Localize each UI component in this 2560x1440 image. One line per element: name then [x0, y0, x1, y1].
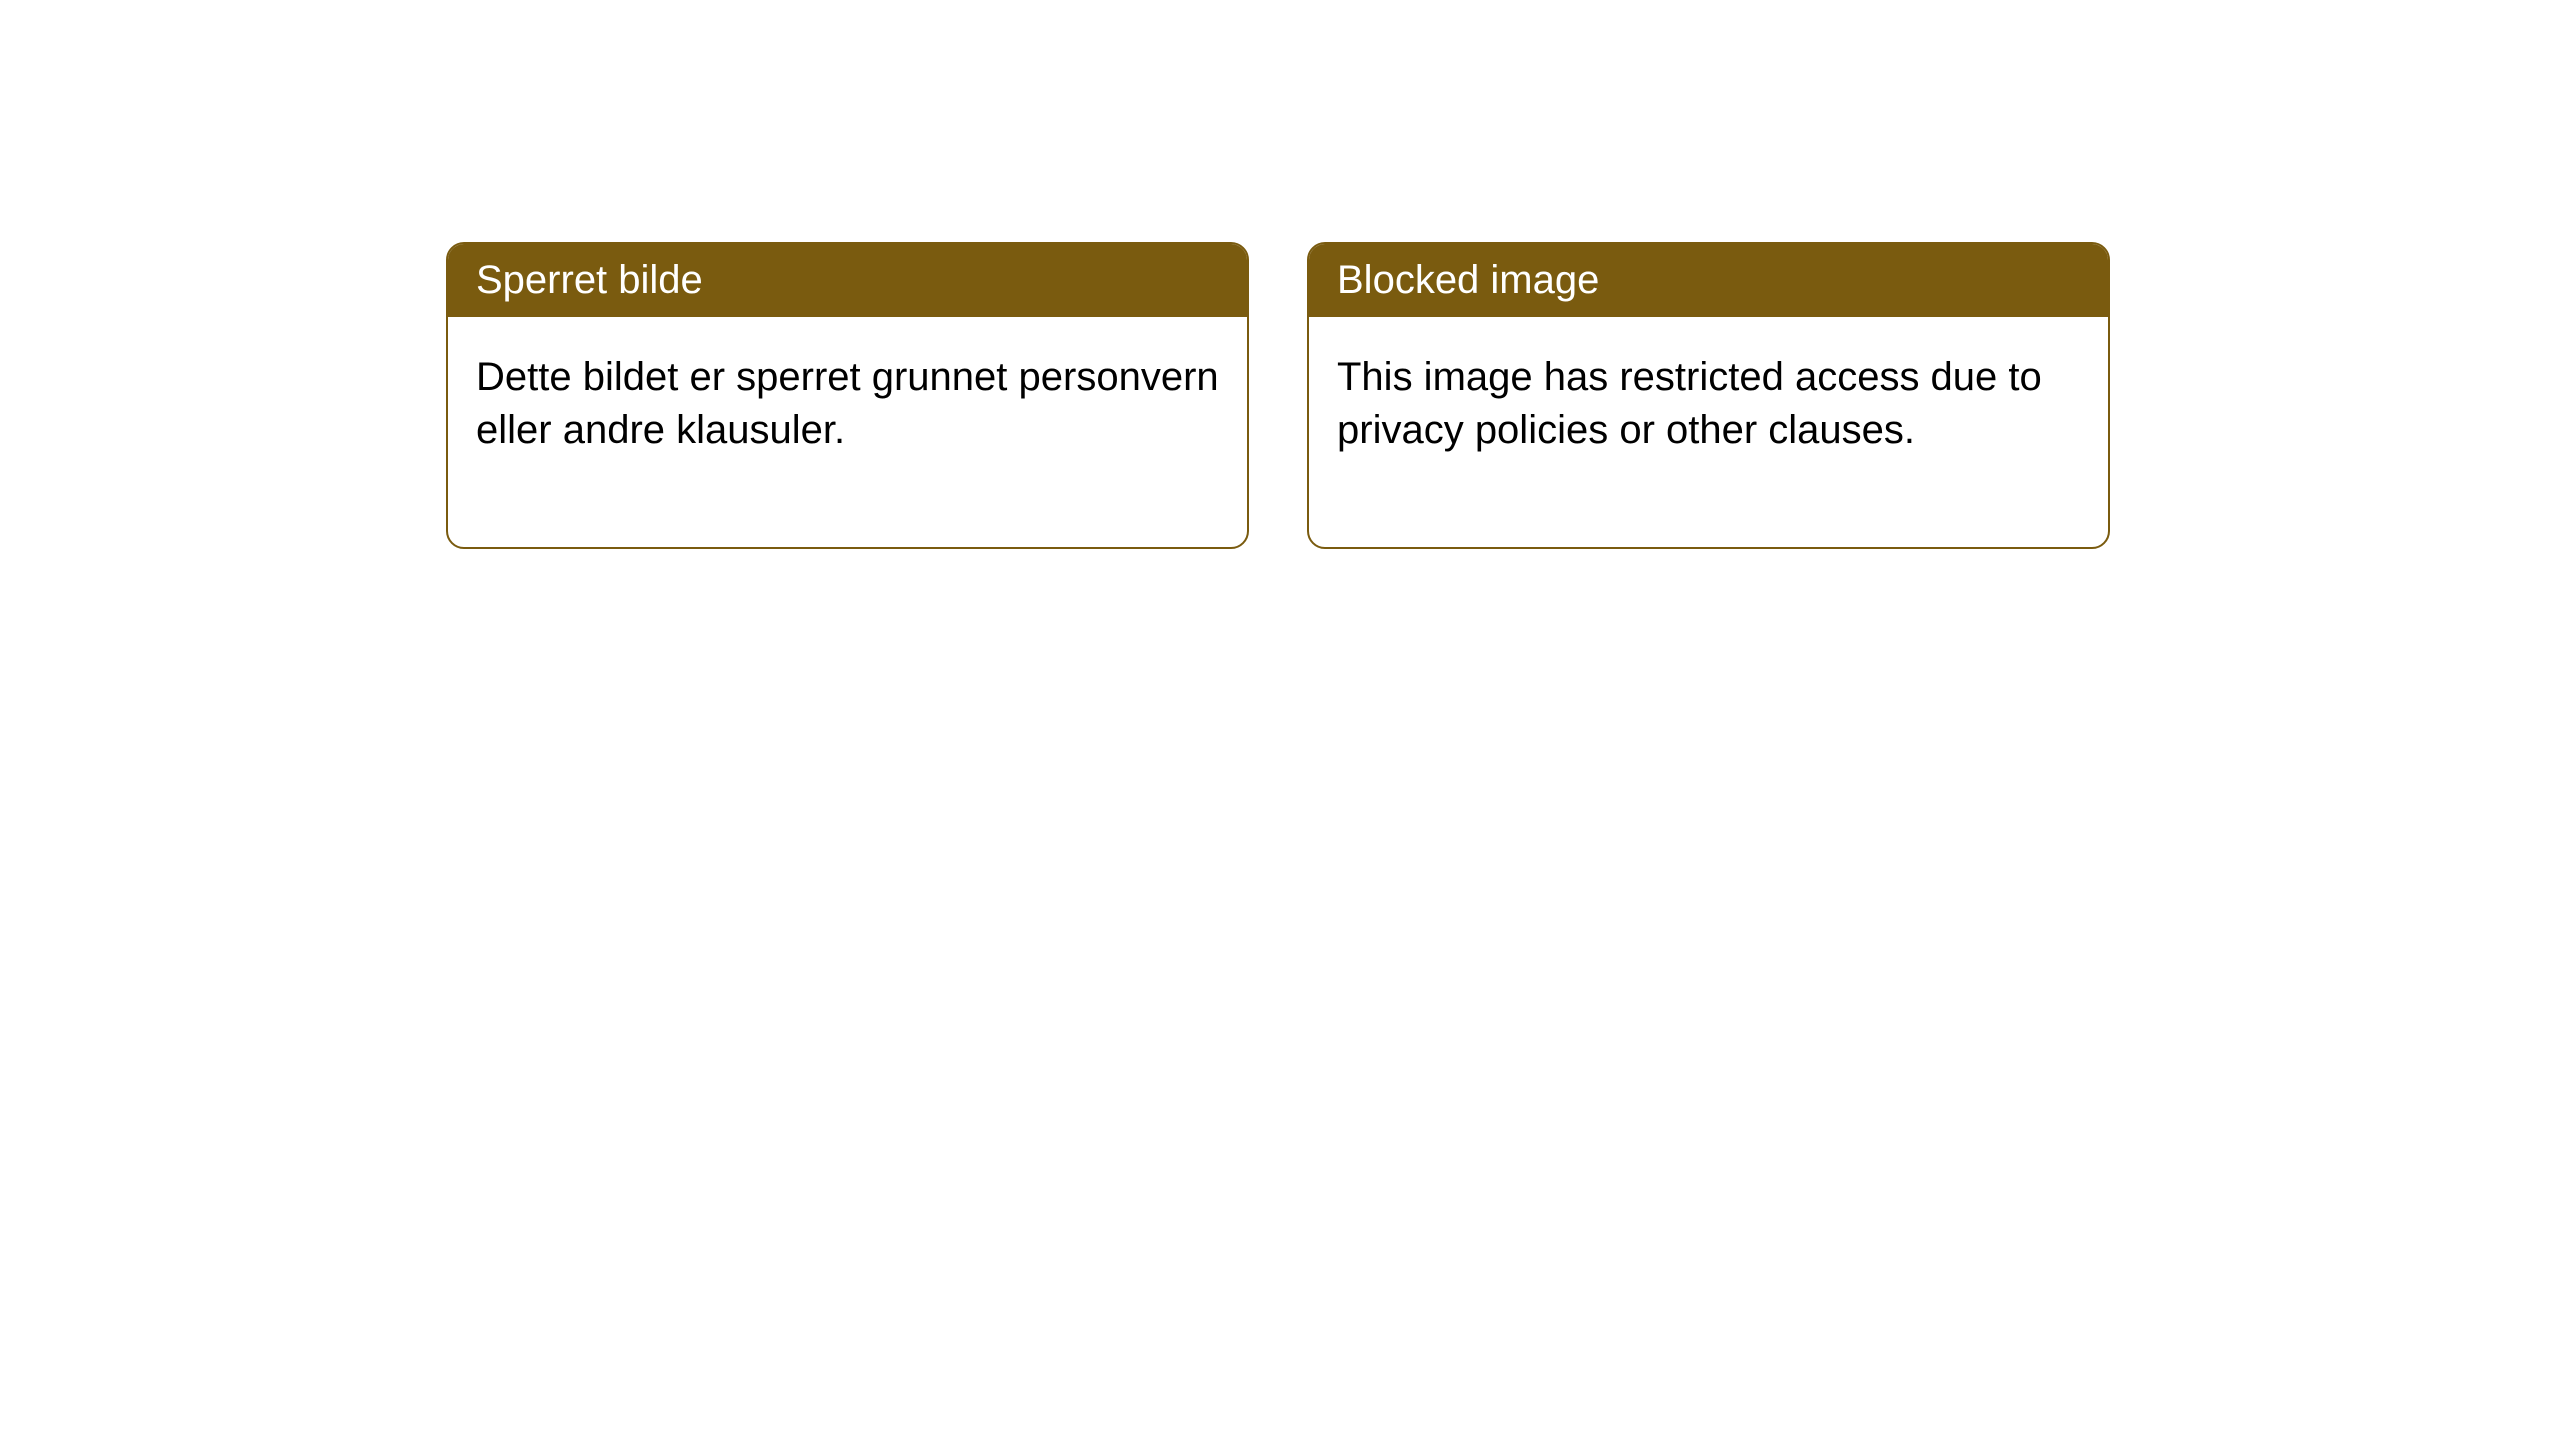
card-body: This image has restricted access due to …: [1309, 317, 2108, 547]
card-header: Blocked image: [1309, 244, 2108, 317]
card-body-text: Dette bildet er sperret grunnet personve…: [476, 355, 1219, 452]
blocked-image-card-en: Blocked image This image has restricted …: [1307, 242, 2110, 549]
blocked-image-card-no: Sperret bilde Dette bildet er sperret gr…: [446, 242, 1249, 549]
card-body: Dette bildet er sperret grunnet personve…: [448, 317, 1247, 547]
card-header: Sperret bilde: [448, 244, 1247, 317]
cards-container: Sperret bilde Dette bildet er sperret gr…: [0, 0, 2560, 549]
card-title: Blocked image: [1337, 258, 1599, 302]
card-body-text: This image has restricted access due to …: [1337, 355, 2042, 452]
card-title: Sperret bilde: [476, 258, 703, 302]
